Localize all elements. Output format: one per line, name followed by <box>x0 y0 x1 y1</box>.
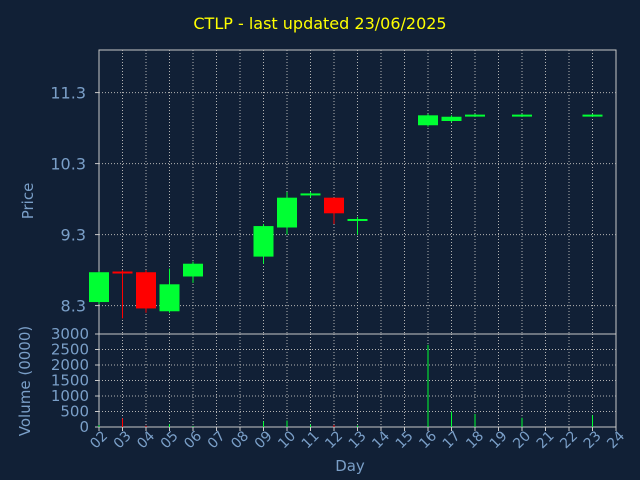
volume-tick-label: 1000 <box>51 387 89 405</box>
candle-body <box>465 114 485 117</box>
x-tick-label: 15 <box>393 428 417 452</box>
candle-body <box>324 197 344 214</box>
candle-body <box>441 116 462 121</box>
x-tick-label: 13 <box>346 428 370 452</box>
volume-tick-label: 2000 <box>51 356 89 374</box>
volume-axis-label: Volume (0000) <box>16 325 34 437</box>
chart-title: CTLP - last updated 23/06/2025 <box>193 14 447 33</box>
volume-tick-label: 0 <box>79 418 89 436</box>
x-tick-label: 12 <box>322 428 346 452</box>
volume-tick-label: 500 <box>60 403 89 421</box>
x-tick-label: 22 <box>557 428 581 452</box>
x-tick-label: 04 <box>134 428 158 452</box>
candle-body <box>112 271 133 274</box>
x-tick-label: 06 <box>181 428 205 452</box>
candle-body <box>89 272 109 303</box>
candle-body <box>582 114 603 117</box>
x-tick-label: 09 <box>252 428 276 452</box>
candle-body <box>347 218 368 221</box>
x-tick-label: 11 <box>299 428 323 452</box>
volume-tick-label: 1500 <box>51 372 89 390</box>
volume-tick-label: 3000 <box>51 325 89 343</box>
x-tick-label: 24 <box>604 428 628 452</box>
x-tick-label: 16 <box>416 428 440 452</box>
x-tick-label: 07 <box>205 428 229 452</box>
price-tick-label: 8.3 <box>61 297 86 316</box>
x-tick-label: 03 <box>111 428 135 452</box>
candle-body <box>183 263 203 277</box>
candle-body <box>418 115 438 126</box>
candle-body <box>136 272 156 309</box>
price-tick-label: 10.3 <box>50 155 86 174</box>
volume-tick-label: 2500 <box>51 341 89 359</box>
day-axis-label: Day <box>335 457 365 475</box>
price-axis-label: Price <box>19 182 37 220</box>
price-tick-label: 9.3 <box>61 226 86 245</box>
x-tick-label: 14 <box>369 428 393 452</box>
candle-body <box>277 197 297 228</box>
candle-body <box>253 226 274 257</box>
x-tick-label: 10 <box>275 428 299 452</box>
x-tick-label: 02 <box>87 428 111 452</box>
x-tick-label: 08 <box>228 428 252 452</box>
candle-body <box>300 193 321 196</box>
x-tick-label: 05 <box>158 428 182 452</box>
x-tick-label: 18 <box>463 428 487 452</box>
x-tick-label: 23 <box>581 428 605 452</box>
x-tick-label: 21 <box>534 428 558 452</box>
candle-body <box>159 284 180 312</box>
x-tick-label: 19 <box>487 428 511 452</box>
x-tick-label: 20 <box>510 428 534 452</box>
price-tick-label: 11.3 <box>50 84 86 103</box>
candle-body <box>512 114 532 117</box>
x-tick-label: 17 <box>440 428 464 452</box>
